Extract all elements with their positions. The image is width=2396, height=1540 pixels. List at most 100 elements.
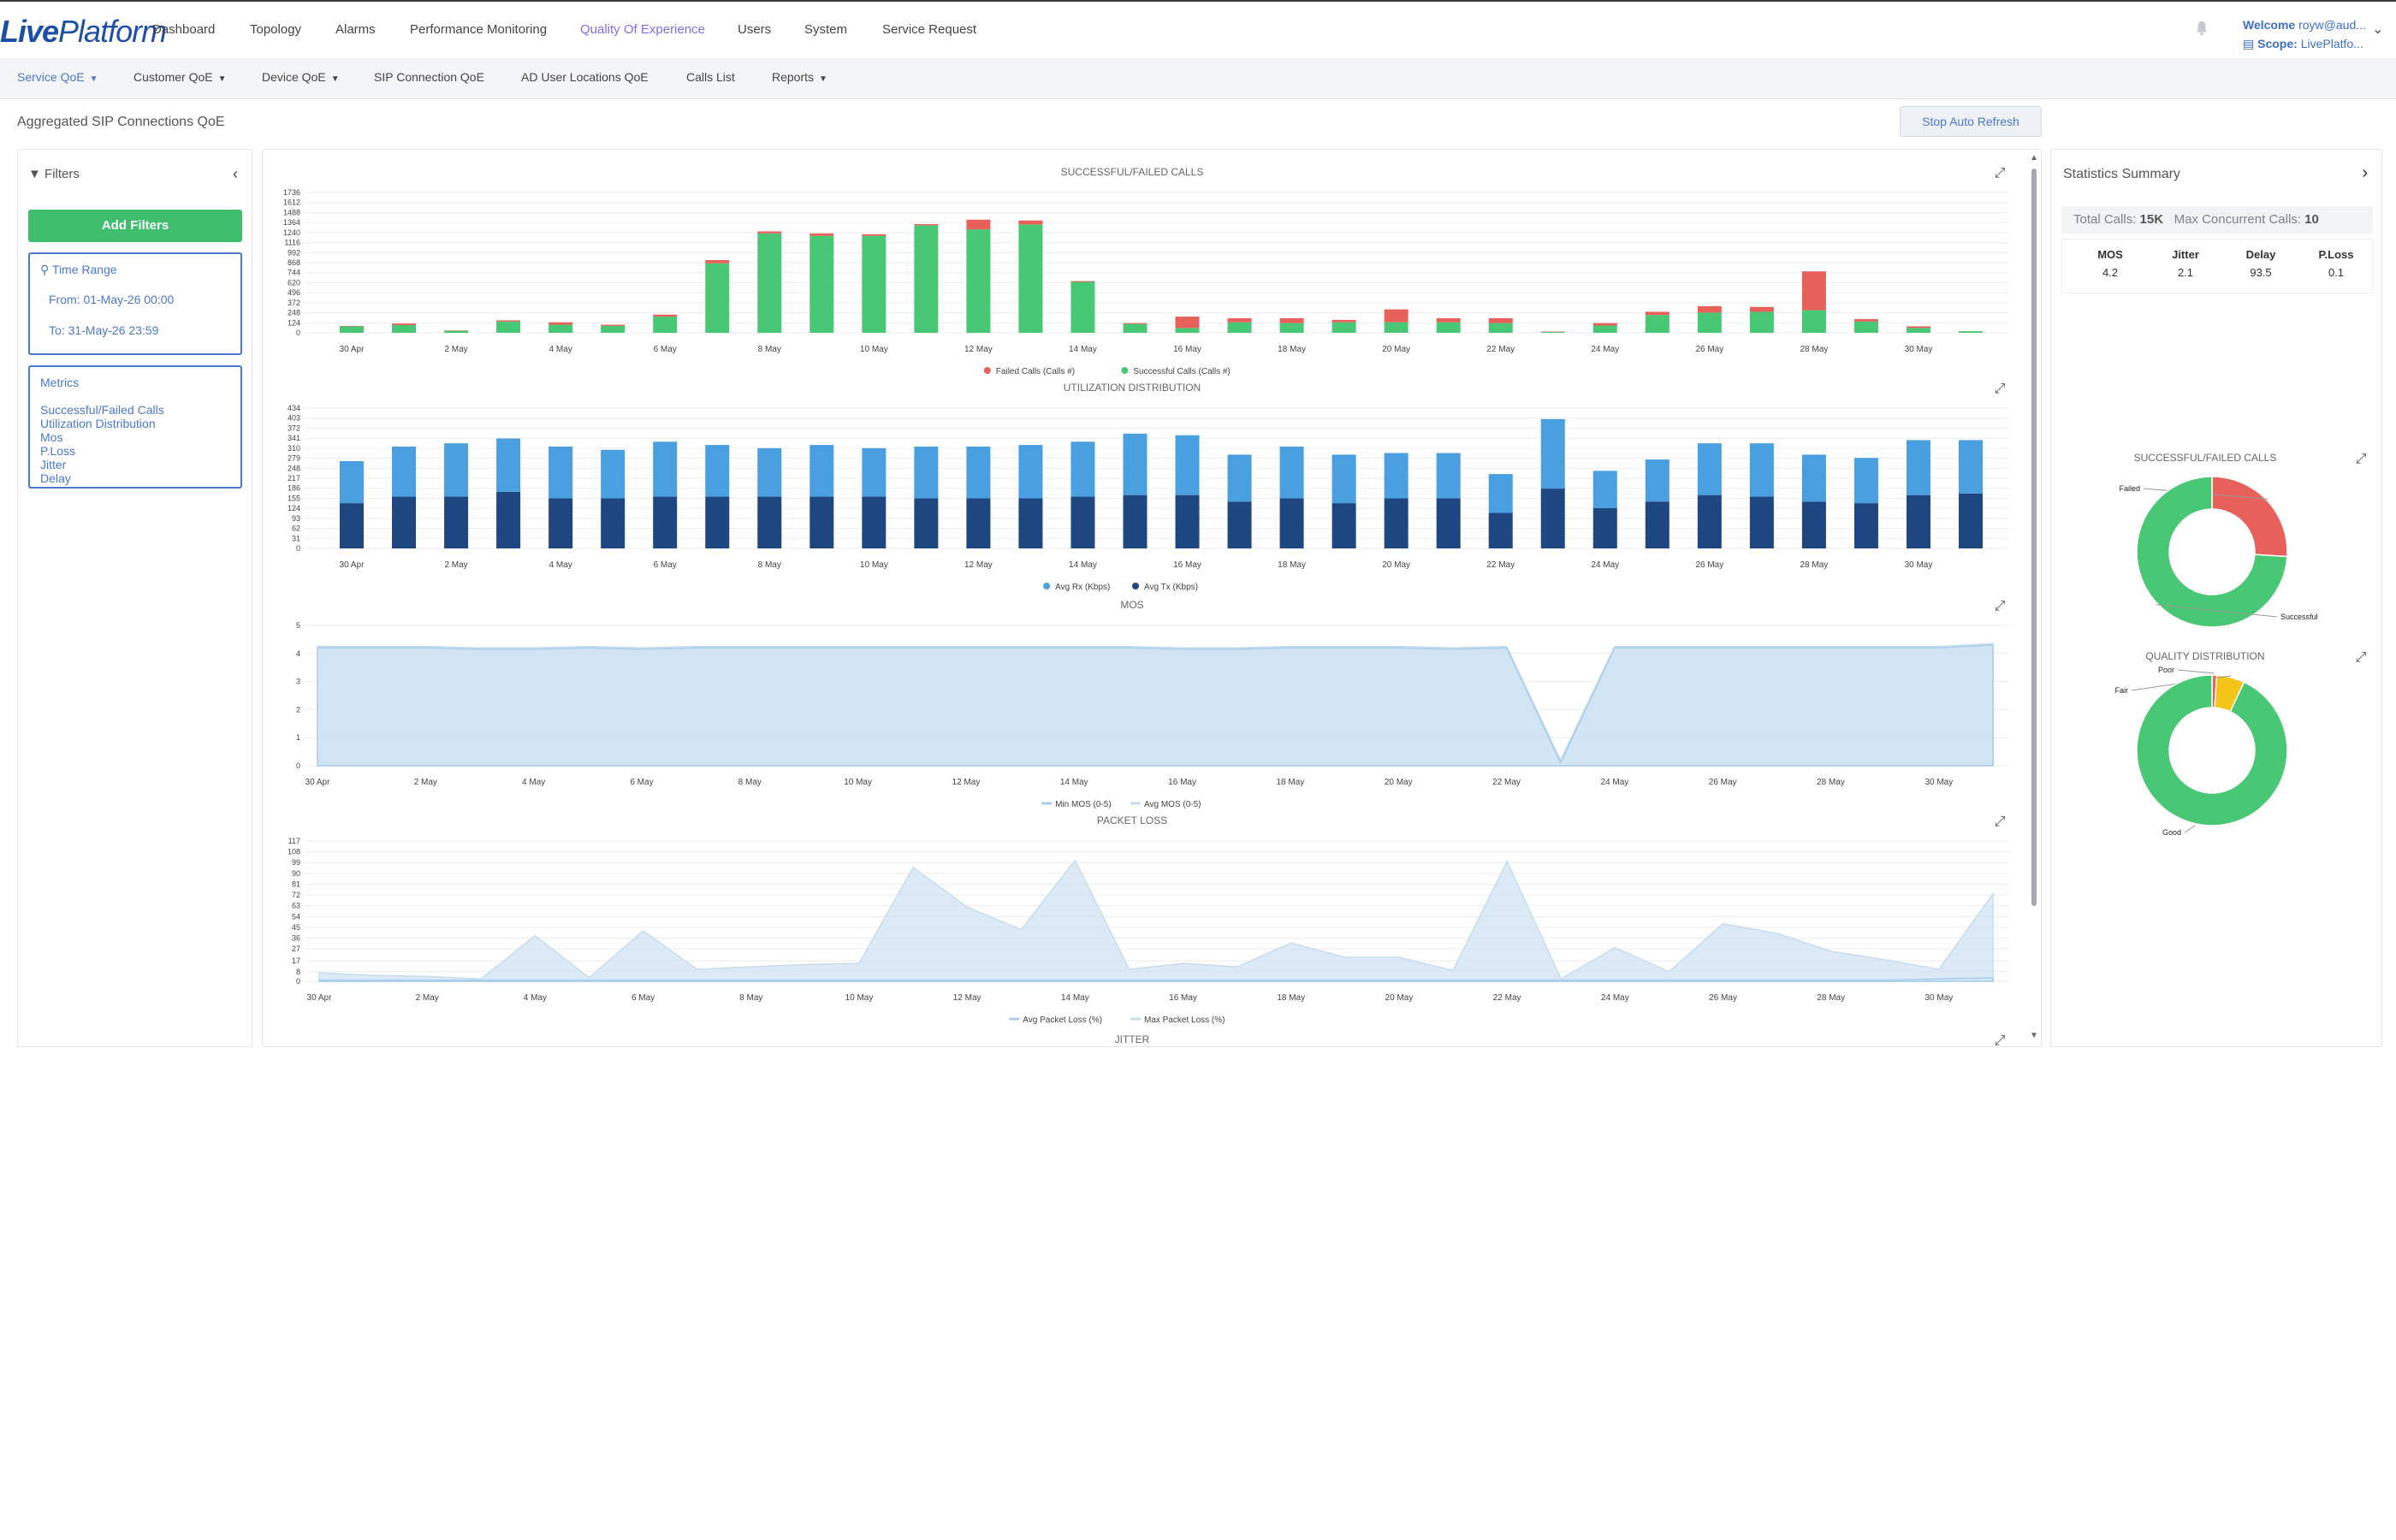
expand-chart-icon[interactable]: ⤢ <box>1995 380 2006 396</box>
metric-jitter[interactable]: Jitter <box>40 458 67 471</box>
time-range-box[interactable]: ⚲ Time Range From: 01-May-26 00:00 To: 3… <box>28 252 242 355</box>
nav-topology[interactable]: Topology <box>250 22 302 37</box>
x-tick-label: 20 May <box>1382 345 1410 354</box>
subnav-ad-user-locations-qoe[interactable]: AD User Locations QoE <box>521 70 649 84</box>
bar-segment <box>1331 322 1356 333</box>
bar-segment <box>340 326 364 333</box>
bar-segment <box>1018 445 1043 499</box>
bar-segment <box>757 447 782 497</box>
area-series <box>318 859 1994 982</box>
bar-segment <box>1436 498 1461 548</box>
bar-segment <box>1645 459 1669 502</box>
bar-segment <box>1175 328 1200 333</box>
y-tick-label: 31 <box>292 534 300 542</box>
app-logo[interactable]: LivePlatform <box>0 14 167 49</box>
jitter-chart-title: JITTER <box>1115 1034 1150 1045</box>
bar-segment <box>862 234 887 236</box>
subnav-customer-qoe[interactable]: Customer QoE ▼ <box>133 70 227 84</box>
metric-mos[interactable]: Mos <box>40 430 63 444</box>
bar-segment <box>1384 453 1409 499</box>
bar-segment <box>496 320 521 322</box>
y-tick-label: 155 <box>288 494 300 502</box>
chart-mos: MOS ⤢ 0 1 2 3 4 5 30 Apr 2 May 4 May 6 May 8 May 10 M… <box>296 597 2008 809</box>
bar-segment <box>1227 317 1252 323</box>
expand-chart-icon[interactable]: ⤢ <box>2356 450 2367 466</box>
subnav-sip-connection-qoe[interactable]: SIP Connection QoE <box>374 70 484 84</box>
user-menu-chevron-icon[interactable]: ⌄ <box>2372 22 2384 37</box>
nav-users[interactable]: Users <box>738 22 772 37</box>
expand-chart-icon[interactable]: ⤢ <box>2356 649 2367 665</box>
user-info[interactable]: Welcome royw@aud... ▤ Scope: LivePlatfo.… <box>2243 15 2366 53</box>
y-tick-label: 5 <box>296 621 300 630</box>
x-tick-label: 2 May <box>416 993 439 1003</box>
nav-alarms[interactable]: Alarms <box>335 22 376 37</box>
legend-label: Min MOS (0-5) <box>1055 800 1112 809</box>
metric-utilization-distribution[interactable]: Utilization Distribution <box>40 417 156 430</box>
bar-segment <box>444 330 469 333</box>
charts-scrollbar-thumb[interactable] <box>2031 169 2037 906</box>
bar-segment <box>1540 489 1565 548</box>
expand-chart-icon[interactable]: ⤢ <box>1995 164 2006 181</box>
bar-segment <box>549 446 573 499</box>
y-tick-label: 93 <box>292 514 300 523</box>
collapse-filters-chevron-icon[interactable]: ‹ <box>233 165 238 182</box>
area-series <box>317 644 1994 767</box>
legend-swatch <box>983 367 991 374</box>
expand-chart-icon[interactable]: ⤢ <box>1995 1032 2006 1047</box>
x-tick-label: 10 May <box>860 560 888 570</box>
legend-label: Failed Calls (Calls #) <box>996 367 1075 376</box>
bar-segment <box>705 496 730 548</box>
metrics-title: Metrics <box>40 376 80 389</box>
subnav-reports[interactable]: Reports ▼ <box>772 70 827 84</box>
welcome-label: Welcome <box>2243 18 2296 32</box>
bar-segment <box>914 225 939 333</box>
metric-delay[interactable]: Delay <box>40 471 71 485</box>
metric-successful-failed-calls[interactable]: Successful/Failed Calls <box>40 403 164 417</box>
bar-segment <box>1070 281 1095 333</box>
subnav-device-qoe[interactable]: Device QoE ▼ <box>262 70 340 84</box>
expand-chart-icon[interactable]: ⤢ <box>1995 597 2006 613</box>
subnav-service-qoe[interactable]: Service QoE ▼ <box>17 70 98 84</box>
scroll-up-arrow-icon[interactable]: ▲ <box>2030 153 2038 163</box>
expand-chart-icon[interactable]: ⤢ <box>1995 813 2006 829</box>
bar-segment <box>810 235 834 333</box>
y-tick-label: 1240 <box>283 228 300 237</box>
x-tick-label: 10 May <box>845 993 874 1003</box>
stats-pies-canvas: SUCCESSFUL/FAILED CALLS ⤢ Failed Successful… <box>2115 450 2367 837</box>
bar-segment <box>1279 446 1304 499</box>
donut-label: Successful <box>2280 613 2318 621</box>
scroll-down-arrow-icon[interactable]: ▼ <box>2030 1031 2038 1040</box>
bar-segment <box>757 496 782 548</box>
time-range-from: From: 01-May-26 00:00 <box>49 293 175 306</box>
x-tick-label: 2 May <box>414 778 437 787</box>
nav-performance-monitoring[interactable]: Performance Monitoring <box>410 22 548 37</box>
metric-p-loss[interactable]: P.Loss <box>40 444 75 458</box>
x-tick-label: 18 May <box>1277 993 1305 1003</box>
bar-segment <box>549 498 573 548</box>
subnav-calls-list[interactable]: Calls List <box>686 70 735 84</box>
nav-service-request[interactable]: Service Request <box>882 22 977 37</box>
y-tick-label: 72 <box>292 891 300 899</box>
kpi-p-loss: P.Loss 0.1 <box>2302 248 2370 279</box>
metrics-box[interactable]: Metrics Successful/Failed Calls Utilizati… <box>28 365 242 489</box>
x-tick-label: 12 May <box>964 345 993 354</box>
legend-label: Avg MOS (0-5) <box>1144 800 1201 809</box>
bar-segment <box>1227 501 1252 548</box>
nav-quality-of-experience[interactable]: Quality Of Experience <box>580 22 705 37</box>
donut-leader <box>2156 604 2278 618</box>
chart-title: UTILIZATION DISTRIBUTION <box>1064 382 1201 394</box>
stop-auto-refresh-button[interactable]: Stop Auto Refresh <box>1900 106 2042 137</box>
x-tick-label: 8 May <box>739 993 762 1003</box>
bar-segment <box>1018 224 1043 333</box>
x-tick-label: 4 May <box>549 560 572 570</box>
chart-title: SUCCESSFUL/FAILED CALLS <box>1061 166 1204 178</box>
nav-dashboard[interactable]: Dashboard <box>152 22 216 37</box>
add-filters-button[interactable]: Add Filters <box>28 210 242 242</box>
notification-bell-icon[interactable] <box>2196 21 2208 36</box>
bar-segment <box>862 235 887 333</box>
y-tick-label: 279 <box>288 454 300 463</box>
bar-segment <box>392 496 417 548</box>
nav-system[interactable]: System <box>804 22 848 37</box>
expand-stats-chevron-icon[interactable]: › <box>2362 163 2368 182</box>
